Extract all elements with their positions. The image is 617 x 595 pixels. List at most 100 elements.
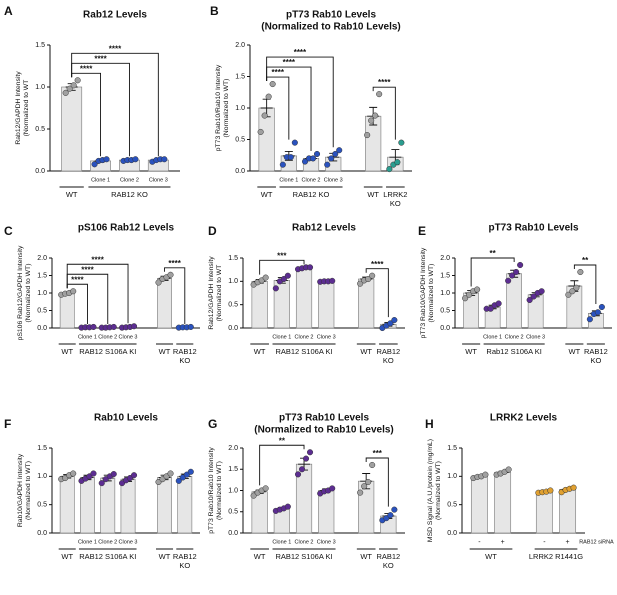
- y-tick-label: 0.5: [35, 126, 45, 133]
- y-tick-label: 2.0: [235, 42, 245, 49]
- y-tick-label: 1.5: [228, 466, 238, 473]
- y-tick-label: 1.5: [228, 255, 238, 262]
- data-point: [332, 150, 339, 158]
- data-point: [565, 291, 572, 298]
- data-point: [573, 284, 580, 291]
- panel: H LRRK2 Levels MSD Signal (A.U./protein (m…: [425, 413, 614, 561]
- group-label: WT: [465, 347, 477, 356]
- bar: [61, 86, 83, 172]
- y-tick-label: 0.0: [440, 325, 450, 332]
- group-label: RAB12: [376, 552, 400, 561]
- error-bar: [260, 98, 273, 118]
- significance-bracket: [266, 56, 334, 148]
- category-label: Clone 2: [302, 177, 321, 183]
- y-tick-label: 0.5: [235, 136, 245, 143]
- data-point: [398, 139, 405, 146]
- data-point: [361, 483, 368, 490]
- data-point: [269, 81, 276, 88]
- bar: [251, 281, 268, 329]
- data-point: [517, 261, 524, 269]
- category-label: Clone 1: [91, 177, 110, 183]
- significance-bracket: [372, 86, 396, 140]
- y-tick-label: 0.0: [235, 168, 245, 175]
- data-point: [487, 305, 494, 312]
- group-label: KO: [383, 561, 394, 570]
- data-point: [387, 320, 394, 327]
- category-label: +: [566, 539, 570, 546]
- category-label: Clone 3: [317, 539, 336, 545]
- data-point: [257, 128, 264, 135]
- data-point: [262, 274, 269, 281]
- data-point: [287, 154, 294, 161]
- chart-title: Rab10 Levels: [94, 413, 158, 424]
- y-tick-label: 1.5: [37, 272, 47, 279]
- data-point: [62, 89, 69, 96]
- significance-label: ****: [168, 259, 181, 268]
- group-label: RAB12 KO: [111, 190, 148, 199]
- group-label: RAB12: [173, 347, 197, 356]
- data-point: [187, 323, 194, 331]
- category-label: Clone 3: [526, 334, 545, 340]
- y-tick-label: 1.5: [35, 42, 45, 49]
- significance-bracket: [365, 457, 389, 507]
- significance-label: ***: [277, 251, 287, 260]
- data-point: [313, 150, 321, 158]
- group-label: WT: [61, 347, 73, 356]
- data-point: [336, 147, 343, 154]
- bar: [157, 477, 172, 534]
- data-point: [272, 285, 279, 292]
- chart-title: pS106 Rab12 Levels: [78, 223, 175, 234]
- data-point: [175, 477, 182, 484]
- data-point: [495, 300, 502, 307]
- y-axis-label: (Normalized to WT: [216, 265, 223, 322]
- data-point: [66, 85, 73, 92]
- significance-label: ****: [378, 78, 391, 87]
- data-point: [530, 293, 537, 300]
- group-label: WT: [360, 552, 372, 561]
- group-label: KO: [390, 199, 401, 208]
- significance-bracket: [365, 268, 389, 318]
- category-label: Clone 3: [119, 539, 138, 545]
- y-tick-label: 0.0: [447, 530, 457, 537]
- data-point: [462, 295, 469, 302]
- y-axis-label: MSD Signal (A.U./protein (mg/mL): [427, 439, 434, 542]
- chart-title: pT73 Rab10 Levels: [279, 413, 369, 424]
- data-point: [90, 323, 97, 331]
- category-label: Clone 2: [295, 539, 314, 545]
- data-point: [577, 268, 584, 276]
- data-point: [306, 449, 314, 456]
- data-point: [161, 156, 168, 163]
- data-point: [70, 82, 77, 89]
- data-point: [394, 159, 401, 166]
- group-label: KO: [179, 561, 190, 570]
- category-label: Clone 1: [78, 539, 97, 545]
- data-point: [482, 471, 489, 478]
- group-label: KO: [179, 356, 190, 365]
- y-axis-label: (Normalized to WT: [23, 80, 30, 137]
- data-point: [298, 466, 306, 473]
- category-label: Clone 3: [317, 334, 336, 340]
- data-point: [526, 296, 533, 304]
- panel-letter: H: [425, 417, 434, 431]
- data-point: [284, 503, 291, 510]
- data-point: [155, 279, 162, 286]
- panel-letter: C: [4, 224, 13, 238]
- data-point: [302, 455, 310, 462]
- y-tick-label: 0.0: [35, 168, 45, 175]
- group-label: KO: [383, 356, 394, 365]
- data-point: [474, 286, 481, 293]
- y-axis-label: (Normalized to WT): [216, 461, 223, 520]
- y-tick-label: 0.0: [37, 530, 47, 537]
- category-label: Clone 1: [483, 334, 502, 340]
- group-label: WT: [159, 552, 171, 561]
- group-label: RAB12: [376, 347, 400, 356]
- data-point: [369, 461, 376, 469]
- data-point: [167, 470, 174, 477]
- y-axis-label: (Normalized to WT): [428, 264, 435, 323]
- group-label: LRRK2: [383, 190, 407, 199]
- chart-title: (Normalized to Rab10 Levels): [254, 425, 393, 436]
- data-point: [262, 485, 269, 492]
- significance-label: **: [582, 256, 589, 265]
- data-point: [391, 506, 398, 513]
